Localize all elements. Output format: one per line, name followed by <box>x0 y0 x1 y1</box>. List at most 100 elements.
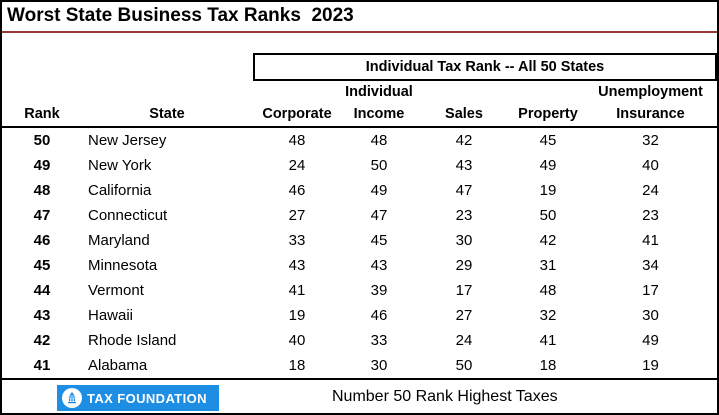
insurance-cell: 32 <box>642 132 659 149</box>
capitol-building-icon <box>62 388 82 408</box>
income-cell: 45 <box>370 232 388 249</box>
sales-cell: 42 <box>455 132 473 149</box>
insurance-cell: 34 <box>642 257 659 274</box>
property-cell: 32 <box>539 307 557 324</box>
insurance-cell: 49 <box>642 332 659 349</box>
page-title: Worst State Business Tax Ranks 2023 <box>2 2 717 33</box>
state-cell: Hawaii <box>88 307 134 324</box>
spacer-cell <box>416 81 512 103</box>
state-cell: New York <box>88 157 152 174</box>
tax-rank-table: Individual Unemployment Rank State Corpo… <box>2 81 717 378</box>
income-cell: 50 <box>370 157 388 174</box>
rank-cell: 41 <box>33 357 51 374</box>
table-row: 48 California 46 49 47 19 24 <box>2 178 717 203</box>
sales-cell: 43 <box>455 157 473 174</box>
column-header-row: Rank State Corporate Income Sales Proper… <box>2 103 717 128</box>
state-cell: Alabama <box>88 357 148 374</box>
corporate-cell: 43 <box>288 257 306 274</box>
state-cell: New Jersey <box>88 132 167 149</box>
super-header-row: Individual Unemployment <box>2 81 717 103</box>
sales-cell: 27 <box>455 307 473 324</box>
state-cell: Connecticut <box>88 207 168 224</box>
state-cell: Vermont <box>88 282 144 299</box>
rank-header: Rank <box>24 106 60 122</box>
table-row: 42 Rhode Island 40 33 24 41 49 <box>2 328 717 353</box>
corporate-cell: 41 <box>288 282 306 299</box>
corporate-cell: 40 <box>288 332 306 349</box>
insurance-cell: 23 <box>642 207 659 224</box>
rank-cell: 48 <box>33 182 51 199</box>
sales-cell: 47 <box>455 182 473 199</box>
rank-cell: 42 <box>33 332 51 349</box>
insurance-header: Insurance <box>616 106 685 122</box>
sales-cell: 30 <box>455 232 473 249</box>
property-cell: 18 <box>539 357 557 374</box>
footnote: Number 50 Rank Highest Taxes <box>332 388 558 405</box>
spacer-cell <box>2 81 82 103</box>
corporate-cell: 33 <box>288 232 306 249</box>
table-row: 44 Vermont 41 39 17 48 17 <box>2 278 717 303</box>
property-cell: 50 <box>539 207 557 224</box>
table-row: 45 Minnesota 43 43 29 31 34 <box>2 253 717 278</box>
insurance-cell: 40 <box>642 157 659 174</box>
insurance-cell: 30 <box>642 307 659 324</box>
spacer-cell <box>512 81 584 103</box>
corporate-cell: 24 <box>288 157 306 174</box>
property-cell: 49 <box>539 157 557 174</box>
sales-cell: 23 <box>455 207 473 224</box>
rank-cell: 49 <box>33 157 51 174</box>
logo-text: TAX FOUNDATION <box>87 390 207 406</box>
income-cell: 43 <box>370 257 388 274</box>
table-row: 46 Maryland 33 45 30 42 41 <box>2 228 717 253</box>
property-cell: 31 <box>539 257 557 274</box>
corporate-cell: 18 <box>288 357 306 374</box>
table-row: 41 Alabama 18 30 50 18 19 <box>2 353 717 378</box>
corporate-cell: 48 <box>288 132 306 149</box>
footer: TAX FOUNDATION Number 50 Rank Highest Ta… <box>2 378 717 413</box>
sales-cell: 50 <box>455 357 473 374</box>
spacer-cell <box>252 81 342 103</box>
income-cell: 48 <box>370 132 388 149</box>
sales-cell: 24 <box>455 332 473 349</box>
insurance-cell: 24 <box>642 182 659 199</box>
state-cell: Rhode Island <box>88 332 177 349</box>
property-header: Property <box>518 106 578 122</box>
income-cell: 47 <box>370 207 388 224</box>
income-cell: 39 <box>370 282 388 299</box>
individual-super-label: Individual <box>345 84 413 100</box>
rank-cell: 46 <box>33 232 51 249</box>
table-row: 43 Hawaii 19 46 27 32 30 <box>2 303 717 328</box>
corporate-header: Corporate <box>262 106 332 122</box>
state-header: State <box>149 106 185 122</box>
spacer-cell <box>82 81 252 103</box>
rank-cell: 45 <box>33 257 51 274</box>
property-cell: 19 <box>539 182 557 199</box>
property-cell: 42 <box>539 232 557 249</box>
insurance-cell: 41 <box>642 232 659 249</box>
property-cell: 48 <box>539 282 557 299</box>
property-cell: 41 <box>539 332 557 349</box>
income-header: Income <box>353 106 405 122</box>
sales-cell: 17 <box>455 282 473 299</box>
corporate-cell: 27 <box>288 207 306 224</box>
sales-header: Sales <box>445 106 483 122</box>
income-cell: 30 <box>370 357 388 374</box>
income-cell: 46 <box>370 307 388 324</box>
insurance-cell: 17 <box>642 282 659 299</box>
state-cell: Minnesota <box>88 257 158 274</box>
state-cell: Maryland <box>88 232 150 249</box>
state-cell: California <box>88 182 152 199</box>
corporate-cell: 46 <box>288 182 306 199</box>
corporate-cell: 19 <box>288 307 306 324</box>
property-cell: 45 <box>539 132 557 149</box>
sales-cell: 29 <box>455 257 473 274</box>
unemployment-super-label: Unemployment <box>598 84 703 100</box>
income-cell: 33 <box>370 332 388 349</box>
rank-cell: 44 <box>33 282 51 299</box>
group-header-box: Individual Tax Rank -- All 50 States <box>253 53 717 81</box>
tax-foundation-logo: TAX FOUNDATION <box>57 385 219 411</box>
insurance-cell: 19 <box>642 357 659 374</box>
rank-cell: 43 <box>33 307 51 324</box>
table-row: 49 New York 24 50 43 49 40 <box>2 153 717 178</box>
